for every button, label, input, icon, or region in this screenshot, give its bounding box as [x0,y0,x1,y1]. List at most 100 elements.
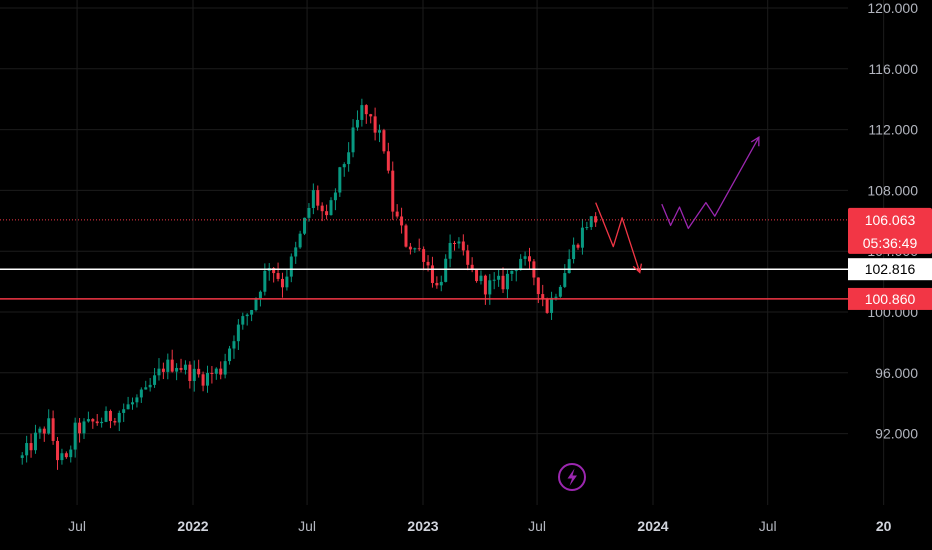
candle-up [104,410,108,422]
price-tags: 106.063 05:36:49 102.816 100.860 [848,207,932,310]
candle-down [113,421,117,423]
candle-up [510,270,514,274]
horizontal-levels[interactable] [0,219,848,300]
candle-down [188,364,192,382]
candle-up [192,368,196,382]
candle-up [444,258,448,282]
candle-up [585,227,589,229]
candle-up [245,314,249,317]
y-tick-label: 120.000 [867,0,918,16]
candle-down [42,428,46,434]
candle-down [325,211,329,216]
candle-up [505,273,509,290]
candle-down [272,268,276,274]
red-forecast-path[interactable] [595,202,641,273]
candle-down [417,248,421,250]
candle-down [276,273,280,279]
x-tick-label: 20 [876,518,892,534]
candle-down [219,368,223,375]
candle-down [95,421,99,424]
countdown-label: 05:36:49 [863,235,918,251]
candle-down [197,368,201,375]
candle-up [144,387,148,390]
candle-up [135,397,139,403]
candle-up [33,432,37,451]
candle-up [448,242,452,259]
purple-forecast-path[interactable] [661,136,760,230]
candle-up [117,412,121,423]
candle-up [157,368,161,376]
candle-up [479,275,483,282]
candle-up [254,298,258,311]
candle-up [550,297,554,313]
red-level-label: 100.860 [865,291,916,307]
candle-up [333,192,337,201]
candle-up [258,291,262,299]
candle-up [563,273,567,287]
candle-up [122,409,126,413]
candle-up [153,375,157,385]
candle-down [545,299,549,313]
candle-up [241,316,245,325]
candle-up [214,368,218,374]
candle-up [514,270,518,272]
candle-up [86,419,90,422]
candle-down [29,443,33,451]
candle-down [408,246,412,250]
candle-up [355,119,359,128]
candle-up [413,248,417,250]
candle-up [589,216,593,228]
y-tick-label: 112.000 [868,122,918,138]
candle-down [170,359,174,372]
candle-up [439,281,443,286]
candle-down [594,216,598,223]
candle-down [108,410,112,422]
candle-up [329,200,333,216]
candle-down [64,453,68,458]
x-tick-label: Jul [759,518,777,534]
candle-down [576,244,580,248]
candle-up [338,167,342,193]
candle-up [303,217,307,234]
candle-down [364,105,368,115]
candle-down [475,269,479,282]
candle-up [228,348,232,362]
red-level-tag [848,287,932,310]
candle-down [400,216,404,226]
candle-down [461,241,465,251]
candle-down [395,211,399,217]
candle-up [567,259,571,274]
candle-down [435,282,439,286]
candle-up [148,384,152,388]
candle-down [161,368,165,372]
candle-up [523,256,527,259]
candle-down [536,277,540,295]
candle-up [131,402,135,405]
candle-up [378,130,382,133]
candle-down [541,294,545,300]
candle-down [422,249,426,262]
candle-down [210,373,214,375]
y-tick-label: 96.000 [875,365,918,381]
candle-series [20,98,598,470]
time-axis[interactable]: Jul 2022 Jul 2023 Jul 2024 Jul 20 [68,518,892,534]
current-price-tag [848,207,932,254]
candle-up [236,324,240,342]
candle-up [232,341,236,349]
red-forecast-arrowhead [632,263,643,274]
candle-up [351,127,355,153]
forecast-drawings[interactable] [595,136,760,274]
candle-up [69,449,73,458]
candle-up [25,443,29,456]
x-tick-label: 2023 [407,518,438,534]
flash-icon[interactable] [558,463,586,491]
candle-up [285,276,289,288]
candle-down [527,256,531,262]
x-tick-label: 2024 [637,518,668,534]
candle-down [373,116,377,133]
y-tick-label: 92.000 [875,426,918,442]
candle-up [558,286,562,297]
candle-down [386,151,390,171]
candle-up [298,233,302,248]
